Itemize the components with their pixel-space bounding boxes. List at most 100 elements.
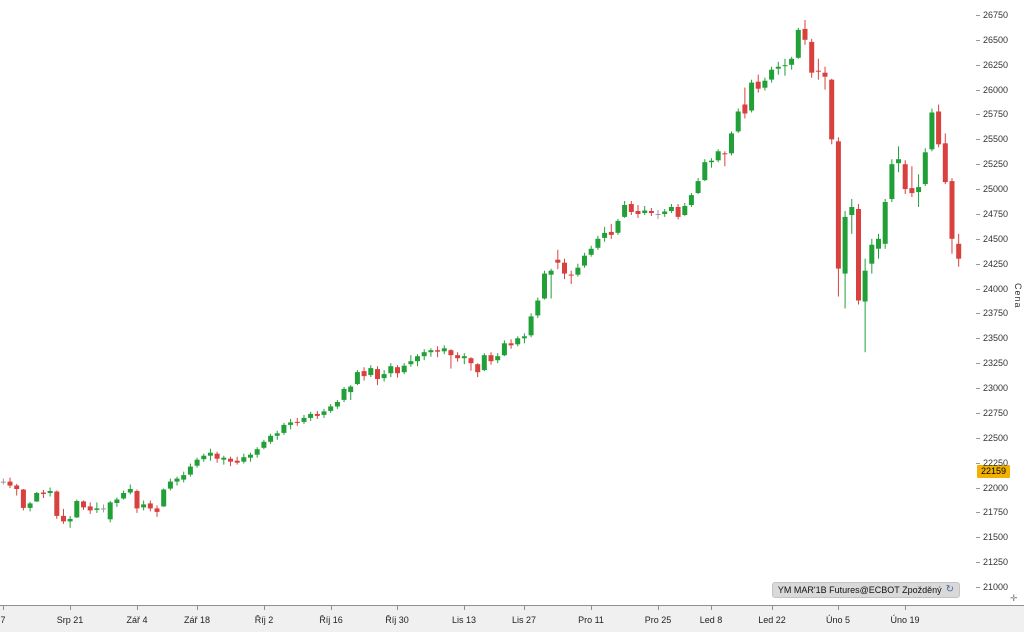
candle[interactable] [528,316,534,336]
candle[interactable] [715,151,721,161]
candle[interactable] [328,406,334,411]
candle[interactable] [448,350,454,356]
candle[interactable] [334,402,340,407]
candle[interactable] [628,204,634,212]
candle[interactable] [141,504,147,508]
candle[interactable] [615,220,621,233]
candle[interactable] [568,274,574,276]
candle[interactable] [622,205,628,217]
candle[interactable] [461,356,467,359]
candle[interactable] [842,216,848,274]
pan-icon[interactable]: ✛ [1010,593,1018,603]
candle[interactable] [582,255,587,266]
candle[interactable] [167,481,173,489]
candle[interactable] [161,489,167,507]
candle[interactable] [214,453,220,459]
candle[interactable] [428,350,434,353]
candle[interactable] [221,457,227,460]
candle[interactable] [542,273,547,299]
candle[interactable] [742,104,748,114]
candle[interactable] [0,481,6,483]
candle[interactable] [147,503,153,509]
time-axis[interactable]: 7 Srp 21 Zář 4 Zář 18 Říj 2 Říj 16 Říj 30 Lis 1… [0,605,1024,632]
candle[interactable] [154,508,160,512]
candle[interactable] [194,459,200,466]
candle[interactable] [47,491,53,493]
candle[interactable] [34,493,40,502]
candle[interactable] [234,460,240,463]
candle[interactable] [415,356,420,362]
candle[interactable] [87,506,93,511]
candle[interactable] [775,66,781,69]
candle[interactable] [134,491,140,509]
candle[interactable] [735,111,741,132]
candle[interactable] [602,232,608,238]
candle[interactable] [481,355,487,371]
candle[interactable] [381,374,387,379]
candle[interactable] [675,207,681,217]
candle[interactable] [762,80,768,88]
candle[interactable] [501,343,507,356]
candle[interactable] [401,365,407,373]
candle[interactable] [822,72,828,77]
candle[interactable] [27,503,33,508]
candle[interactable] [755,81,761,89]
candle[interactable] [81,501,86,508]
candle[interactable] [475,364,481,373]
candle[interactable] [682,206,688,215]
candle[interactable] [468,358,474,364]
candle[interactable] [181,475,187,480]
candle[interactable] [575,267,581,275]
candle[interactable] [942,143,948,183]
candle[interactable] [902,164,908,190]
candlestick-chart[interactable]: YM MAR'1B Futures@ECBOT Zpožděný ↻ [0,0,962,605]
candle[interactable] [274,433,280,436]
candle[interactable] [662,211,668,215]
candle[interactable] [114,499,120,504]
candle[interactable] [101,508,106,510]
candle[interactable] [421,352,427,357]
candle[interactable] [722,153,728,155]
candle[interactable] [782,65,788,67]
candle[interactable] [789,58,795,65]
candle[interactable] [495,356,501,361]
candle[interactable] [261,441,267,448]
candle[interactable] [67,518,73,522]
candle[interactable] [268,435,274,442]
candle[interactable] [228,458,233,462]
candle[interactable] [288,422,294,425]
candle[interactable] [107,502,113,520]
candle[interactable] [849,207,855,215]
candle[interactable] [314,413,320,416]
candle[interactable] [889,164,895,199]
candle[interactable] [281,424,287,433]
candle[interactable] [749,82,755,111]
candle[interactable] [896,159,901,164]
candle[interactable] [408,361,414,365]
candle[interactable] [588,248,594,255]
candle[interactable] [702,162,708,181]
candle[interactable] [856,209,861,301]
candle[interactable] [769,69,775,80]
refresh-icon[interactable]: ↻ [945,584,954,595]
candle[interactable] [308,413,314,418]
candle[interactable] [207,452,213,456]
candle[interactable] [294,421,300,423]
candle[interactable] [642,210,648,214]
candle[interactable] [882,202,888,244]
candle[interactable] [74,501,80,518]
candle[interactable] [54,491,60,516]
candle[interactable] [916,187,922,193]
candle[interactable] [488,355,494,362]
candle[interactable] [795,29,801,58]
candle[interactable] [922,152,928,185]
candle[interactable] [254,449,260,455]
candle[interactable] [515,338,521,345]
price-axis[interactable]: 22159 21000 21250 21500 21750 22000 22250 2250… [962,0,1012,605]
candle[interactable] [241,457,247,462]
candle[interactable] [815,70,821,72]
candle[interactable] [395,367,400,374]
candle[interactable] [94,508,100,510]
candle[interactable] [956,243,962,259]
candle[interactable] [321,411,327,415]
